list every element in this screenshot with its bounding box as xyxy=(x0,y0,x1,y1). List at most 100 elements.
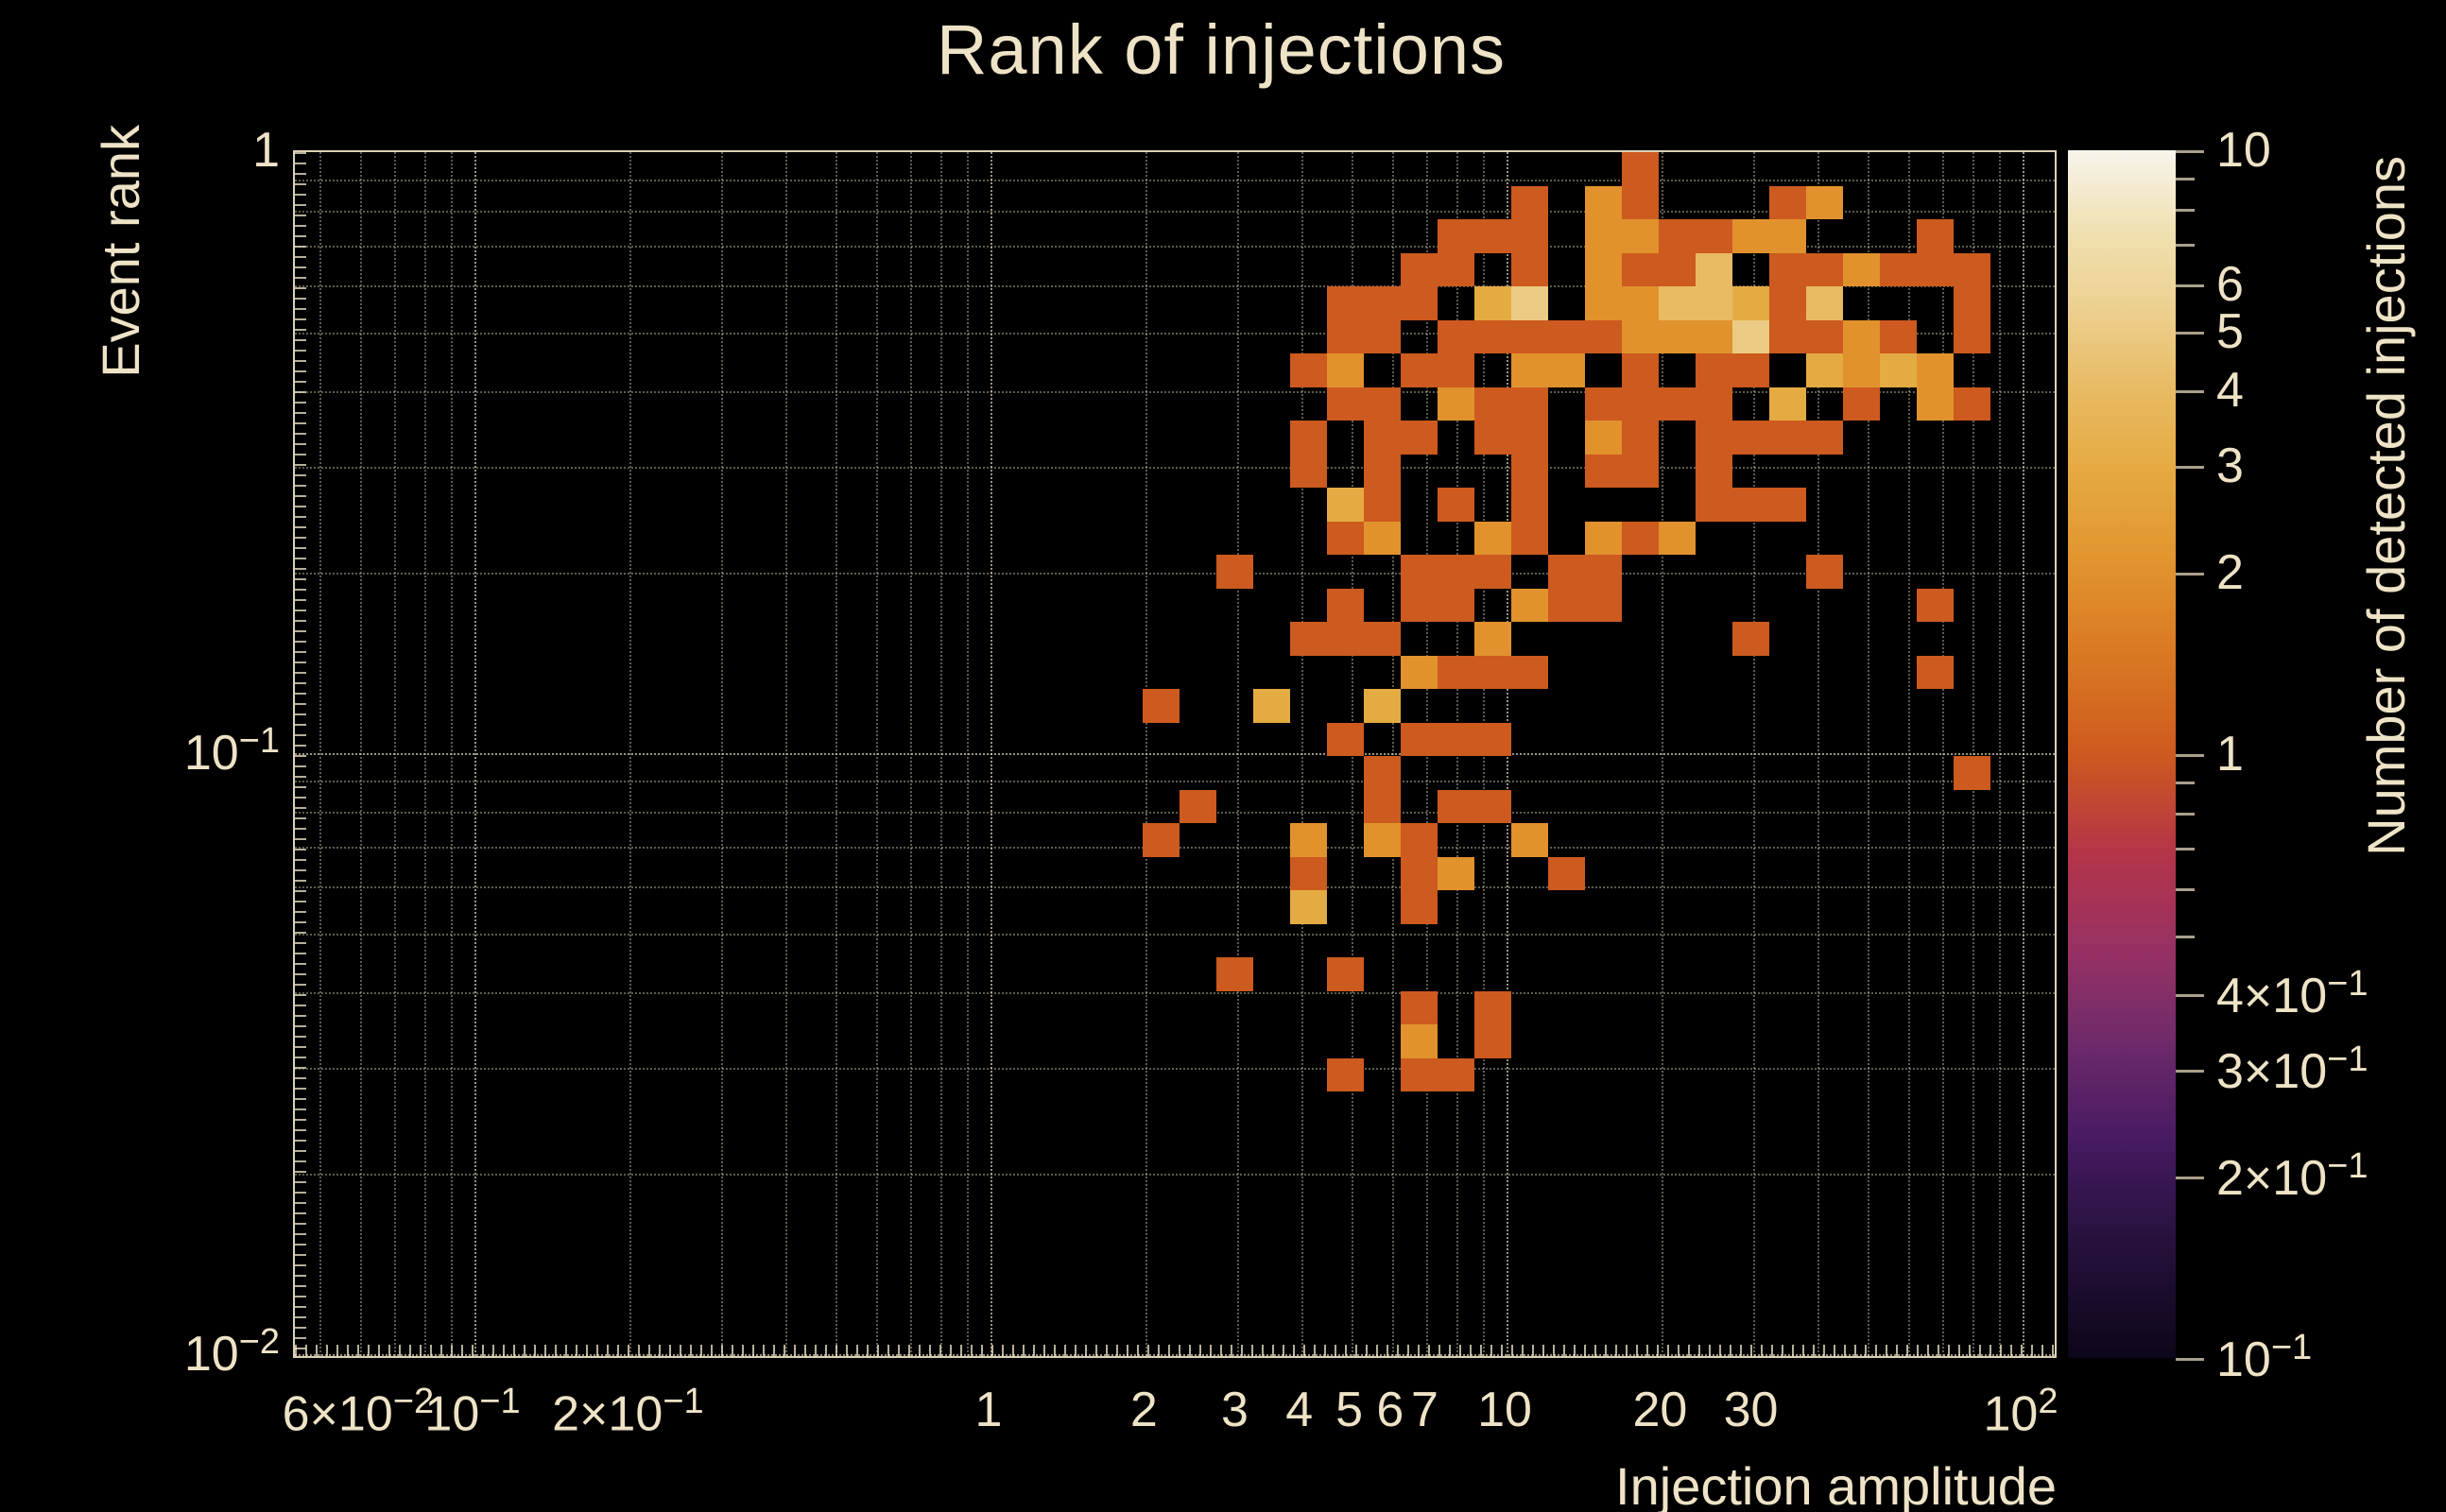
x-minor-gridline xyxy=(835,152,837,1356)
heatmap-cell xyxy=(1585,252,1622,286)
heatmap-cell xyxy=(1806,319,1843,353)
heatmap-cell xyxy=(1438,588,1474,622)
x-minor-gridline xyxy=(451,152,454,1356)
heatmap-cell xyxy=(1143,689,1180,723)
y-minor-gridline xyxy=(295,886,2055,889)
heatmap-cell xyxy=(1290,823,1327,857)
heatmap-cell xyxy=(1585,387,1622,421)
heatmap-cell xyxy=(1511,252,1548,286)
heatmap-cell xyxy=(1769,219,1806,253)
heatmap-cell xyxy=(1364,521,1401,555)
plot-area xyxy=(293,150,2057,1358)
heatmap-cell xyxy=(1659,319,1696,353)
colorbar-minor-tick xyxy=(2176,208,2195,212)
colorbar-tick-label: 3 xyxy=(2216,438,2244,494)
x-minor-gridline xyxy=(359,152,362,1356)
x-tick-label: 7 xyxy=(1410,1383,1438,1437)
heatmap-cell xyxy=(1622,387,1659,421)
heatmap-cell xyxy=(1696,252,1732,286)
heatmap-cell xyxy=(1290,622,1327,656)
heatmap-cell xyxy=(1474,622,1511,656)
heatmap-cell xyxy=(1290,454,1327,488)
y-axis-minor-tick-comb xyxy=(295,152,306,1356)
heatmap-cell xyxy=(1438,387,1474,421)
heatmap-cell xyxy=(1622,454,1659,488)
x-minor-gridline xyxy=(394,152,397,1356)
colorbar-tick-label: 4 xyxy=(2216,363,2244,419)
x-minor-gridline xyxy=(875,152,878,1356)
heatmap-cell xyxy=(1511,286,1548,320)
colorbar-tick-label: 2 xyxy=(2216,544,2244,600)
heatmap-cell xyxy=(1806,353,1843,387)
heatmap-cell xyxy=(1917,387,1954,421)
heatmap-cell xyxy=(1696,454,1732,488)
x-minor-gridline xyxy=(910,152,913,1356)
heatmap-cell xyxy=(1438,856,1474,890)
heatmap-cell xyxy=(1401,655,1438,689)
heatmap-cell xyxy=(1696,488,1732,522)
colorbar-tick xyxy=(2176,1176,2204,1179)
x-major-gridline xyxy=(2023,152,2024,1356)
heatmap-cell xyxy=(1364,689,1401,723)
heatmap-cell xyxy=(1216,555,1253,589)
x-tick-label: 3 xyxy=(1221,1383,1249,1437)
heatmap-cell xyxy=(1732,353,1769,387)
x-minor-gridline xyxy=(720,152,723,1356)
heatmap-cell xyxy=(1327,286,1364,320)
heatmap-cell xyxy=(1290,421,1327,455)
heatmap-cell xyxy=(1327,722,1364,756)
heatmap-cell xyxy=(1511,521,1548,555)
y-minor-gridline xyxy=(295,180,2055,182)
heatmap-cell xyxy=(1364,823,1401,857)
heatmap-cell xyxy=(1438,722,1474,756)
colorbar-tick-label: 10−1 xyxy=(2216,1327,2313,1388)
heatmap-cell xyxy=(1364,756,1401,790)
heatmap-cell xyxy=(1622,252,1659,286)
heatmap-cell xyxy=(1732,622,1769,656)
heatmap-cell xyxy=(1843,387,1880,421)
colorbar-tick-label: 5 xyxy=(2216,304,2244,360)
heatmap-cell xyxy=(1438,789,1474,823)
heatmap-cell xyxy=(1696,219,1732,253)
heatmap-cell xyxy=(1511,488,1548,522)
heatmap-cell xyxy=(1806,185,1843,219)
heatmap-cell xyxy=(1806,555,1843,589)
x-minor-gridline xyxy=(940,152,943,1356)
heatmap-cell xyxy=(1438,353,1474,387)
heatmap-cell xyxy=(1474,421,1511,455)
heatmap-cell xyxy=(1474,655,1511,689)
heatmap-cell xyxy=(1401,588,1438,622)
heatmap-cell xyxy=(1917,588,1954,622)
heatmap-cell xyxy=(1364,286,1401,320)
heatmap-cell xyxy=(1622,286,1659,320)
heatmap-cell xyxy=(1474,1024,1511,1058)
heatmap-cell xyxy=(1659,387,1696,421)
colorbar-minor-tick xyxy=(2176,243,2195,247)
heatmap-cell xyxy=(1769,252,1806,286)
heatmap-cell xyxy=(1401,856,1438,890)
x-tick-label: 6×10−2 xyxy=(282,1382,435,1442)
y-minor-gridline xyxy=(295,934,2055,936)
heatmap-cell xyxy=(1843,252,1880,286)
heatmap-cell xyxy=(1511,185,1548,219)
x-major-gridline xyxy=(474,152,476,1356)
heatmap-cell xyxy=(1732,219,1769,253)
heatmap-cell xyxy=(1511,421,1548,455)
x-major-gridline xyxy=(990,152,992,1356)
x-minor-gridline xyxy=(1942,152,1945,1356)
colorbar-tick-label: 2×10−1 xyxy=(2216,1145,2368,1206)
heatmap-cell xyxy=(1954,387,1990,421)
heatmap-cell xyxy=(1290,890,1327,924)
heatmap-cell xyxy=(1732,488,1769,522)
heatmap-cell xyxy=(1327,622,1364,656)
heatmap-cell xyxy=(1622,152,1659,186)
heatmap-cell xyxy=(1769,185,1806,219)
y-axis-label: Event rank xyxy=(91,125,150,378)
heatmap-cell xyxy=(1364,387,1401,421)
heatmap-cell xyxy=(1769,286,1806,320)
heatmap-cell xyxy=(1806,252,1843,286)
heatmap-cell xyxy=(1511,588,1548,622)
heatmap-cell xyxy=(1327,387,1364,421)
x-tick-label: 20 xyxy=(1632,1383,1688,1437)
x-minor-gridline xyxy=(319,152,321,1356)
